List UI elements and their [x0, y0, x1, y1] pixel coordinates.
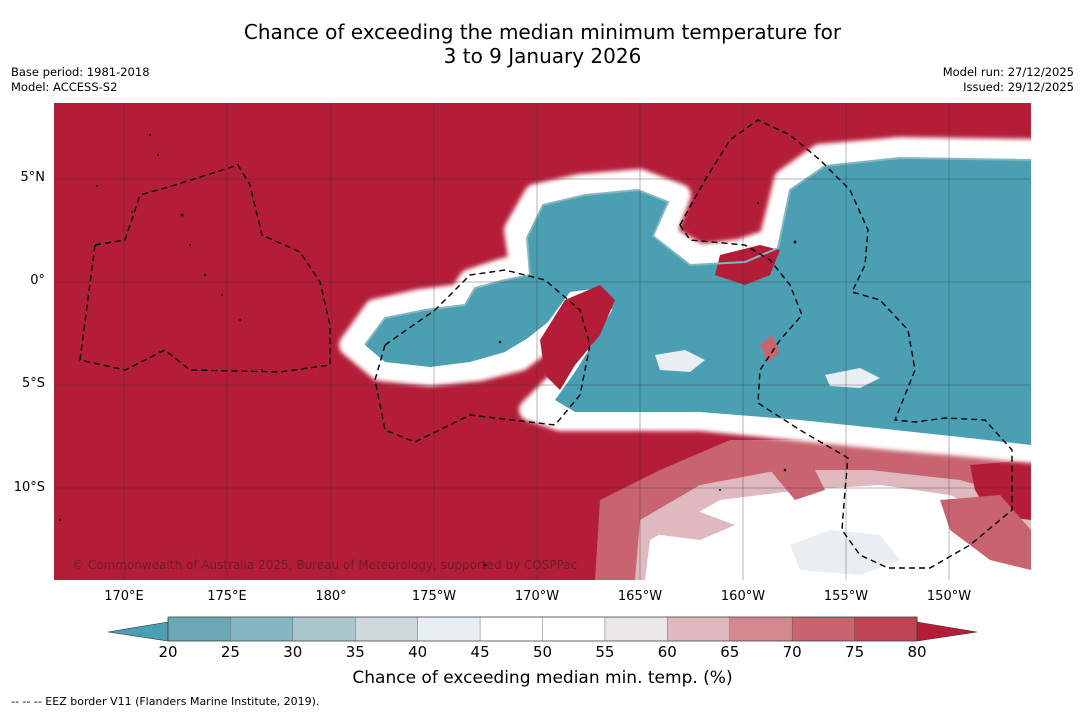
- colorbar-cell: [417, 616, 481, 642]
- colorbar-tick-label: 80: [907, 643, 927, 661]
- colorbar-cell: [479, 616, 543, 642]
- colorbar-tick-label: 40: [408, 643, 428, 661]
- colorbar: [107, 616, 978, 642]
- colorbar-tick-label: 30: [283, 643, 303, 661]
- lon-label-180: 180°: [315, 589, 347, 604]
- lon-label-170w: 170°W: [514, 589, 560, 604]
- colorbar-tick-label: 25: [220, 643, 240, 661]
- colorbar-cell: [230, 616, 294, 642]
- colorbar-outline: [167, 616, 918, 642]
- colorbar-tick-label: 45: [470, 643, 490, 661]
- colorbar-cell: [355, 616, 419, 642]
- lon-label-160w: 160°W: [720, 589, 766, 604]
- meta-left: Base period: 1981-2018 Model: ACCESS-S2: [11, 65, 150, 94]
- copyright-text: © Commonwealth of Australia 2025, Bureau…: [72, 558, 578, 572]
- lat-label-0: 0°: [30, 273, 45, 288]
- issued-text: Issued: 29/12/2025: [963, 79, 1074, 94]
- colorbar-tick-label: 65: [720, 643, 740, 661]
- colorbar-tick-label: 60: [657, 643, 677, 661]
- model-text: Model: ACCESS-S2: [11, 79, 118, 94]
- colorbar-cell: [791, 616, 856, 642]
- colorbar-cell: [667, 616, 731, 642]
- colorbar-label: Chance of exceeding median min. temp. (%…: [352, 668, 733, 688]
- base-period-text: Base period: 1981-2018: [11, 65, 150, 79]
- map-area: [54, 103, 1031, 580]
- colorbar-tick-label: 50: [532, 643, 553, 661]
- colorbar-over-triangle: [916, 621, 978, 642]
- colorbar-cell: [542, 616, 606, 642]
- eez-line-islands-north: [679, 119, 1013, 569]
- colorbar-tick-label: 75: [845, 643, 865, 661]
- graticule: [54, 103, 1031, 580]
- colorbar-cell: [292, 616, 356, 642]
- map-title-line1: Chance of exceeding the median minimum t…: [243, 20, 842, 44]
- colorbar-cell: [729, 616, 793, 642]
- eez-kiribati-gilberts: [79, 164, 331, 373]
- eez-phoenix-tokelau: [374, 269, 591, 443]
- model-run-text: Model run: 27/12/2025: [942, 65, 1074, 79]
- colorbar-cell: [604, 616, 668, 642]
- colorbar-cell: [854, 616, 918, 642]
- meta-right: Model run: 27/12/2025 Issued: 29/12/2025: [943, 65, 1074, 94]
- lon-label-175w: 175°W: [411, 589, 457, 604]
- high-wedge-in-low: [540, 285, 615, 390]
- colorbar-tick-label: 55: [595, 643, 615, 661]
- lon-label-170e: 170°E: [104, 589, 144, 604]
- colorbar-cell: [167, 616, 231, 642]
- lon-label-150w: 150°W: [926, 589, 972, 604]
- lon-label-155w: 155°W: [823, 589, 869, 604]
- pink-patch-center: [760, 335, 780, 362]
- lon-label-165w: 165°W: [617, 589, 663, 604]
- neutral-patch-center: [655, 350, 705, 372]
- eez-borders: [79, 119, 1013, 569]
- halo-teal-edge: [364, 156, 1031, 346]
- low-chance-region: [339, 137, 1031, 463]
- neutral-patch-east: [825, 368, 880, 388]
- lat-label-5n: 5°N: [20, 170, 46, 185]
- colorbar-tick-label: 20: [158, 643, 178, 661]
- lat-label-5s: 5°S: [21, 376, 45, 391]
- colorbar-tick-label: 70: [782, 643, 802, 661]
- colorbar-tick-label: 35: [345, 643, 365, 661]
- lon-label-175e: 175°E: [207, 589, 247, 604]
- colorbar-under-triangle: [107, 621, 169, 642]
- islands: [58, 133, 797, 567]
- map-title-line2: 3 to 9 January 2026: [443, 44, 642, 68]
- map-title: Chance of exceeding the median minimum t…: [0, 20, 1085, 68]
- eez-footnote: -- -- -- EEZ border V11 (Flanders Marine…: [11, 695, 320, 708]
- lat-label-10s: 10°S: [13, 480, 45, 495]
